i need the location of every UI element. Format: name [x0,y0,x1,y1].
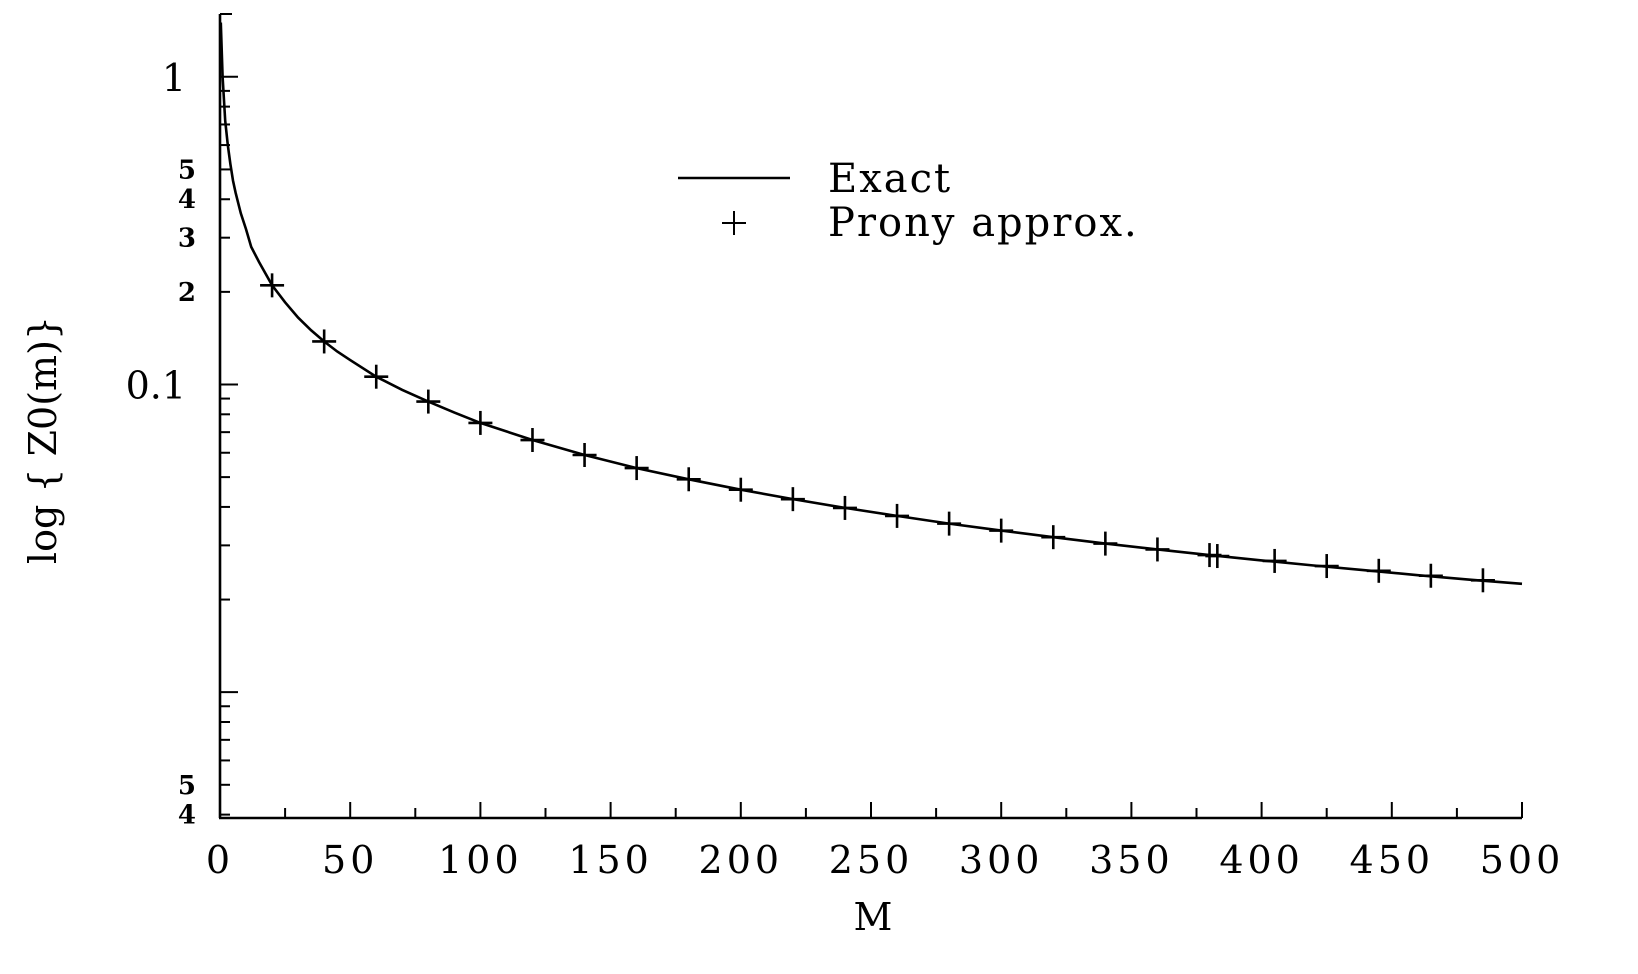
y-tick-label: 5 [178,771,196,801]
x-tick-label: 150 [568,838,653,882]
series-prony-point [1093,531,1118,556]
series-prony-point [989,518,1014,543]
x-tick-label: 300 [959,838,1044,882]
y-tick-label: 4 [178,185,196,215]
y-tick-label: 2 [178,278,196,308]
series-prony-point [1470,568,1495,593]
legend-label-exact: Exact [828,156,952,202]
axes [218,13,1522,820]
series-prony-point [728,477,753,502]
series-prony-point [832,495,857,520]
series-prony-point [1041,525,1066,550]
series-prony-point [885,503,910,528]
series-prony-point [572,442,597,467]
x-tick-label: 500 [1480,838,1565,882]
y-tick-label: 4 [178,801,196,831]
series-prony-point [520,428,545,453]
x-tick-label: 450 [1350,838,1435,882]
y-tick-label: 3 [178,224,196,254]
series-layer [219,22,1523,593]
series-prony-point [624,456,649,481]
series-prony-point [1262,548,1287,573]
x-tick-label: 0 [206,838,234,882]
legend-label-prony: Prony approx. [828,200,1139,246]
series-prony-point [1366,558,1391,583]
series-prony-point [416,389,441,414]
series-prony-point [468,410,493,435]
series-prony-point [312,329,337,354]
y-axis-label: log { Z0(m)} [21,316,65,564]
x-axis-label: M [854,895,893,939]
x-tick-label: 200 [699,838,784,882]
y-tick-label: 0.1 [126,363,186,407]
series-prony-point [260,273,285,298]
series-prony-point [780,487,805,512]
x-tick-label: 50 [322,838,378,882]
legend: Exact Prony approx. [678,156,1139,246]
series-prony-point [364,364,389,389]
series-prony-point [937,511,962,536]
y-tick-label: 5 [178,155,196,185]
series-prony-point [1418,563,1443,588]
series-exact-line [219,22,1523,586]
x-tick-label: 250 [829,838,914,882]
series-prony-point [676,467,701,492]
series-prony-point [1205,544,1230,569]
legend-prony-marker-sample [722,211,746,235]
x-tick-label: 400 [1219,838,1304,882]
y-tick-label: 1 [162,56,186,100]
series-prony-point [1145,537,1170,562]
series-prony-point [1314,554,1339,579]
x-axis-ticks: 0 50 100 150 200 250 300 350 400 450 500 [206,802,1565,882]
x-tick-label: 100 [438,838,523,882]
x-tick-label: 350 [1089,838,1174,882]
